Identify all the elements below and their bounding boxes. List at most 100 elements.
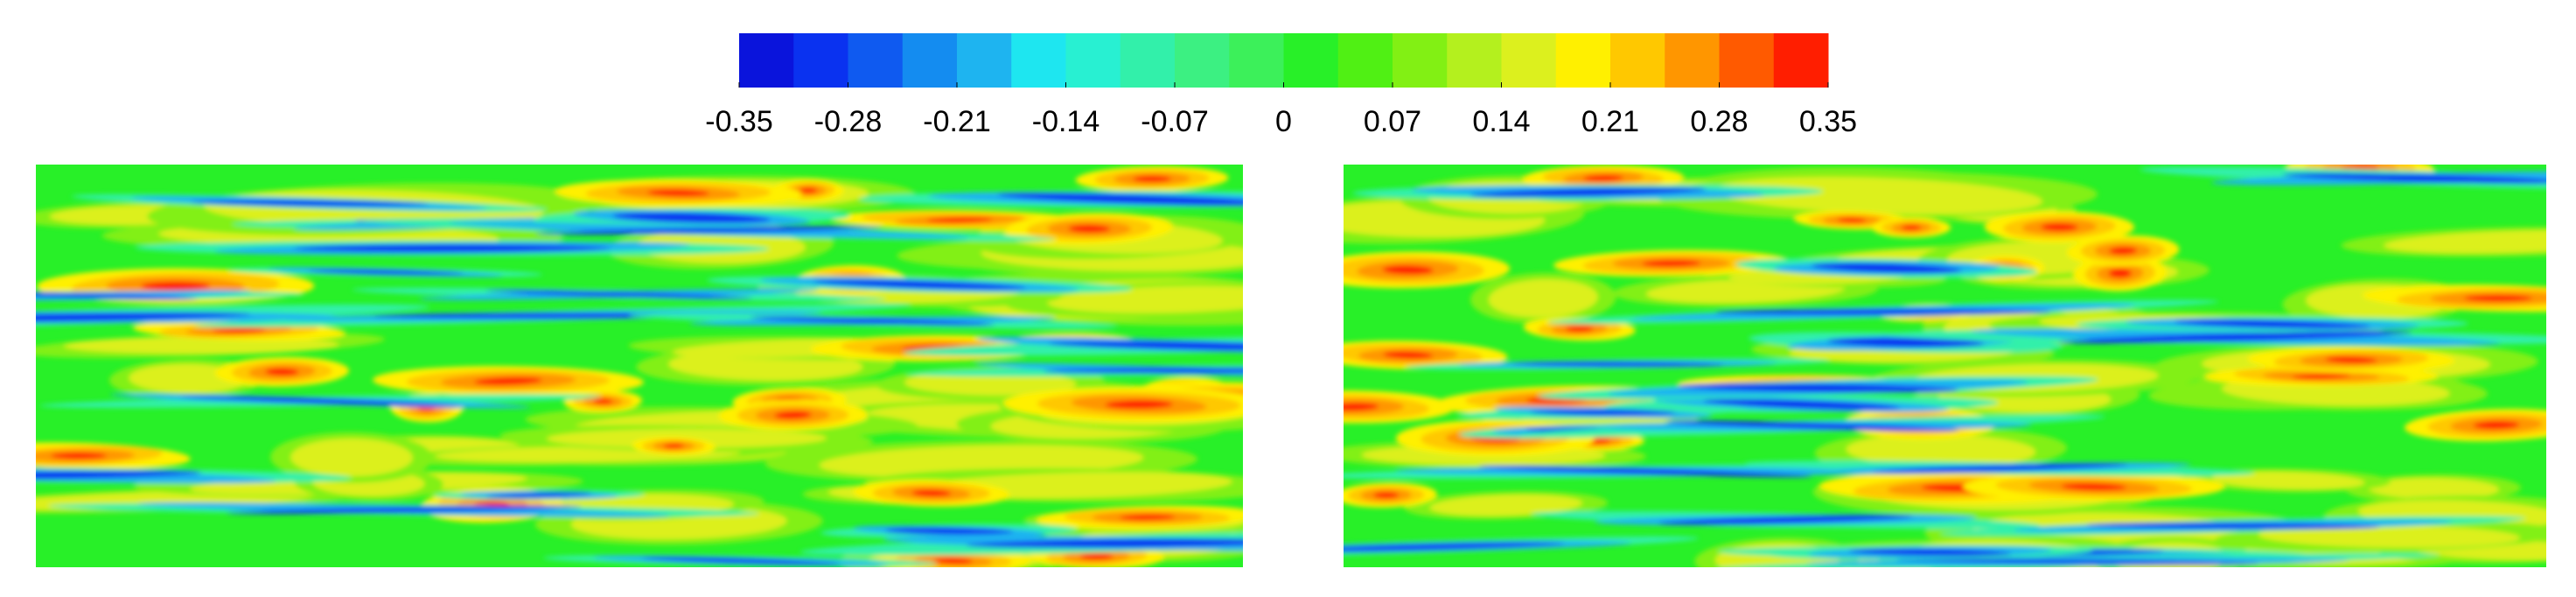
field-blob: [1079, 553, 1113, 560]
field-blob: [36, 470, 202, 481]
field-blob: [2211, 471, 2365, 490]
field-blob: [813, 279, 1026, 290]
field-blob: [904, 370, 1077, 396]
field-blob: [265, 368, 299, 376]
field-blob: [307, 270, 464, 275]
field-blob: [2058, 331, 2412, 344]
colorbar-swatch: [1555, 33, 1611, 88]
colorbar-swatch: [793, 33, 848, 88]
field-blob: [1344, 403, 1379, 411]
field-blob: [1712, 177, 2042, 214]
colorbar-tick-label: -0.35: [705, 105, 773, 138]
field-blob: [1846, 433, 2036, 467]
field-blob: [593, 398, 613, 404]
colorbar-swatch: [1665, 33, 1720, 88]
field-blob: [1382, 265, 1434, 275]
colorbar-tick-label: -0.21: [923, 105, 991, 138]
field-layer: [36, 165, 1243, 567]
colorbar-swatch: [1501, 33, 1557, 88]
field-blob: [485, 492, 592, 498]
field-blob: [51, 452, 108, 460]
colorbar-tick-label: 0.28: [1690, 105, 1748, 138]
field-blob: [1068, 224, 1111, 233]
field-blob: [2292, 373, 2351, 379]
field-blob: [2109, 247, 2138, 255]
field-blob: [290, 438, 413, 477]
field-blob: [1665, 420, 1959, 432]
field-blob: [1488, 278, 1598, 318]
field-blob: [997, 193, 1243, 206]
field-blob: [911, 489, 952, 497]
colorbar-tick-label: 0: [1275, 105, 1292, 138]
colorbar-swatch: [1610, 33, 1665, 88]
field-blob: [774, 411, 812, 419]
colorbar-swatch: [902, 33, 958, 88]
colorbar-tick-label: -0.14: [1032, 105, 1100, 138]
field-blob: [226, 505, 582, 515]
field-blob: [966, 538, 1243, 548]
colorbar-swatch: [957, 33, 1012, 88]
field-blob: [1588, 439, 1611, 444]
field-blob: [933, 558, 974, 565]
colorbar-tick-label: 0.21: [1581, 105, 1639, 138]
colorbar-swatch: [1719, 33, 1775, 88]
field-blob: [1872, 463, 2128, 474]
field-layer: [1344, 165, 2546, 567]
colorbar: -0.35 -0.28 -0.21 -0.14 -0.07 0 0.07 0.14 0.21 0.…: [705, 33, 1857, 138]
field-blob: [1047, 285, 1243, 313]
field-blob: [1565, 326, 1594, 333]
field-blob: [1530, 409, 1676, 416]
field-blob: [1048, 341, 1243, 350]
field-blob: [1678, 383, 1958, 393]
colorbar-swatch: [1065, 33, 1121, 88]
field-blob: [926, 217, 993, 223]
colorbar-swatch: [848, 33, 904, 88]
field-blob: [1373, 492, 1400, 499]
colorbar-swatch: [1773, 33, 1829, 88]
field-blob: [2061, 483, 2127, 491]
colorbar-tick-label: 0.07: [1364, 105, 1421, 138]
field-blob: [799, 187, 818, 193]
colorbar-swatch: [1447, 33, 1502, 88]
colorbar-tick-label: -0.28: [814, 105, 883, 138]
contour-panel-right: [1344, 165, 2546, 567]
field-blob: [1344, 542, 1565, 552]
colorbar-swatch: [739, 33, 794, 88]
field-blob: [63, 336, 339, 355]
field-blob: [1582, 174, 1623, 182]
colorbar-swatch: [1011, 33, 1066, 88]
field-blob: [1105, 400, 1173, 410]
field-blob: [2258, 524, 2521, 548]
field-blob: [2282, 172, 2546, 184]
field-blob: [485, 290, 753, 299]
colorbar-swatch: [1175, 33, 1230, 88]
field-blob: [1043, 367, 1243, 374]
colorbar-swatch: [1393, 33, 1448, 88]
colorbar-swatch: [1337, 33, 1393, 88]
field-blob: [1826, 337, 1985, 348]
field-blob: [663, 443, 685, 449]
field-blob: [535, 226, 883, 235]
field-blob: [179, 396, 461, 406]
field-blob: [2384, 230, 2546, 254]
contour-panel-left: [36, 165, 1243, 567]
field-blob: [1715, 308, 2051, 315]
field-blob: [2473, 421, 2520, 430]
field-blob: [1429, 494, 1583, 516]
field-blob: [1703, 398, 1901, 411]
field-blob: [1896, 558, 2259, 565]
field-blob: [1811, 263, 1963, 274]
field-blob: [1511, 362, 1724, 367]
colorbar-tick-label: 0.14: [1472, 105, 1530, 138]
field-blob: [2108, 269, 2133, 278]
field-blob: [2367, 477, 2499, 500]
field-blob: [1837, 217, 1867, 223]
field-blob: [1119, 514, 1176, 521]
field-blob: [2325, 356, 2377, 363]
field-blob: [884, 527, 1014, 535]
field-blob: [190, 200, 429, 207]
field-blob: [1901, 225, 1922, 230]
colorbar-swatch: [1229, 33, 1284, 88]
field-blob: [647, 189, 709, 197]
